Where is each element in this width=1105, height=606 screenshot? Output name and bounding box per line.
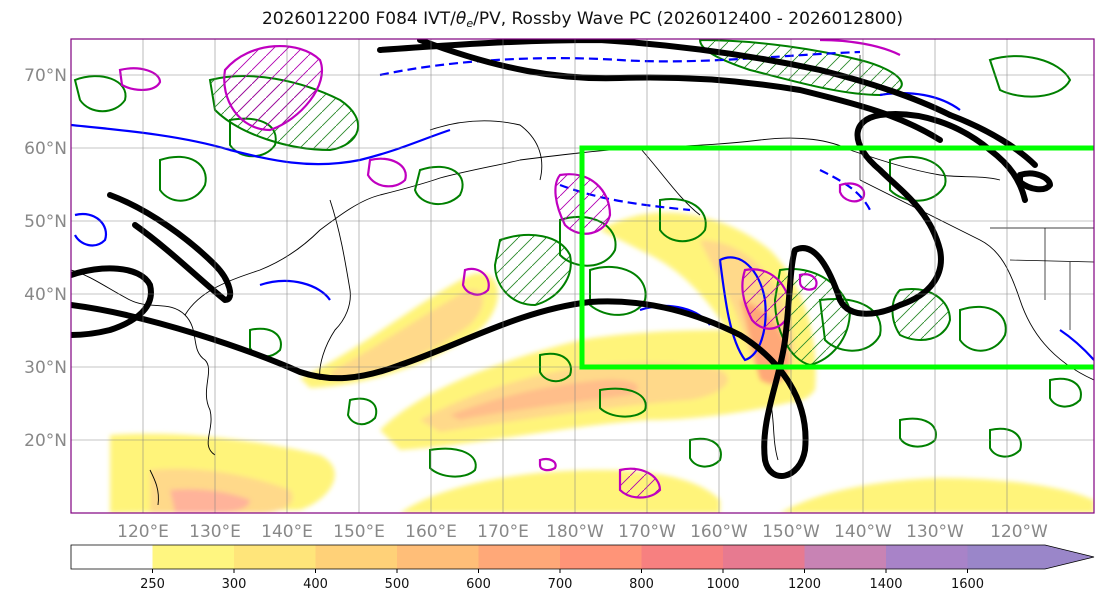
colorbar-tick-label: 1400 [869, 577, 902, 592]
lon-label: 170°E [477, 522, 529, 542]
colorbar-tick-label: 250 [140, 577, 165, 592]
lon-label: 120°W [990, 522, 1048, 542]
lon-label: 170°W [618, 522, 676, 542]
colorbar-segment [71, 545, 153, 569]
lat-label: 40°N [24, 285, 67, 305]
lon-label: 150°W [762, 522, 820, 542]
colorbar-tick-label: 300 [222, 577, 247, 592]
colorbar-tick-label: 800 [629, 577, 654, 592]
lon-label: 160°E [405, 522, 457, 542]
lat-label: 50°N [24, 212, 67, 232]
map-frame [70, 38, 1095, 514]
colorbar-tick-label: 1000 [706, 577, 739, 592]
lon-label: 180°W [546, 522, 604, 542]
lon-labels: 120°E 130°E 140°E 150°E 160°E 170°E 180°… [117, 522, 1048, 542]
colorbar-segment [804, 545, 886, 569]
title-prefix: 2026012200 F084 IVT/ [261, 9, 456, 29]
lon-label: 160°W [690, 522, 748, 542]
lon-label: 140°W [834, 522, 892, 542]
title-theta: θ [455, 9, 467, 29]
colorbar-segment [641, 545, 723, 569]
colorbar-segment [152, 545, 234, 569]
colorbar-segment [478, 545, 560, 569]
colorbar-extension [967, 545, 1094, 569]
colorbar-segment [315, 545, 397, 569]
colorbar-tick-label: 600 [466, 577, 491, 592]
chart-title: 2026012200 F084 IVT/θe/PV, Rossby Wave P… [0, 9, 1105, 30]
lat-label: 60°N [24, 139, 67, 159]
colorbar-tick-label: 700 [548, 577, 573, 592]
colorbar-tick-label: 500 [385, 577, 410, 592]
lon-label: 120°E [117, 522, 169, 542]
title-suffix: /PV, Rossby Wave PC (2026012400 - 202601… [473, 9, 904, 29]
lat-label: 70°N [24, 66, 67, 86]
rossby-wave-box [579, 145, 1094, 370]
title-theta-sub: e [466, 17, 474, 30]
map-area [71, 39, 1094, 513]
colorbar-tick-label: 1600 [951, 577, 984, 592]
colorbar: 250 300 400 500 600 700 800 1000 1200 1400 1600 [70, 544, 1095, 592]
colorbar-tick-label: 400 [303, 577, 328, 592]
colorbar-segment [723, 545, 805, 569]
lon-label: 150°E [333, 522, 385, 542]
lon-label: 130°W [906, 522, 964, 542]
lat-labels: 20°N 30°N 40°N 50°N 60°N 70°N [24, 66, 67, 451]
colorbar-segment [886, 545, 968, 569]
lat-label: 20°N [24, 431, 67, 451]
lon-label: 130°E [189, 522, 241, 542]
colorbar-segment [397, 545, 479, 569]
colorbar-tick-label: 1200 [788, 577, 821, 592]
colorbar-segment [234, 545, 316, 569]
pv-contours [71, 39, 1053, 479]
lon-label: 140°E [261, 522, 313, 542]
lat-label: 30°N [24, 358, 67, 378]
colorbar-segment [560, 545, 642, 569]
colorbar-outline [70, 544, 1095, 570]
